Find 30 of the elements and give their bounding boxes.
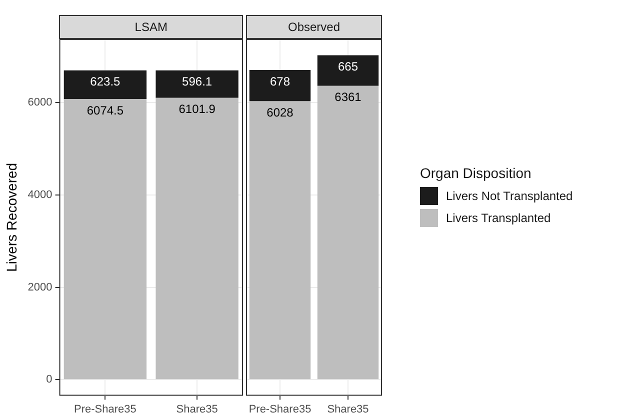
data-label: 6028 xyxy=(266,106,294,120)
legend-title: Organ Disposition xyxy=(420,165,532,181)
bar xyxy=(249,101,311,380)
bar xyxy=(64,99,147,380)
data-label: 623.5 xyxy=(90,74,121,89)
data-label: 678 xyxy=(270,74,290,88)
y-tick-label: 2000 xyxy=(28,281,52,294)
chart-title: Observed xyxy=(246,15,382,39)
data-label: 6101.9 xyxy=(178,102,216,116)
y-tick-label: 6000 xyxy=(28,96,52,109)
bar xyxy=(156,70,238,98)
x-tick-label: Share35 xyxy=(327,403,369,416)
x-tick-label: Share35 xyxy=(176,403,218,416)
bar xyxy=(156,98,238,380)
y-axis-title: Livers Recovered xyxy=(3,162,20,272)
data-label: 6074.5 xyxy=(86,103,124,118)
bar xyxy=(64,70,147,100)
chart-title: LSAM xyxy=(59,15,243,39)
legend-label: Livers Not Transplanted xyxy=(446,189,573,203)
legend-label: Livers Transplanted xyxy=(446,211,551,225)
bar xyxy=(317,86,379,380)
bar xyxy=(317,55,379,86)
x-tick-label: Pre-Share35 xyxy=(248,403,312,416)
bar xyxy=(249,70,311,102)
data-label: 596.1 xyxy=(182,74,212,89)
y-tick-label: 0 xyxy=(46,374,52,386)
y-tick-label: 4000 xyxy=(28,188,52,201)
data-label: 6361 xyxy=(334,90,362,104)
x-tick-label: Pre-Share35 xyxy=(74,403,136,416)
data-label: 665 xyxy=(338,60,358,74)
